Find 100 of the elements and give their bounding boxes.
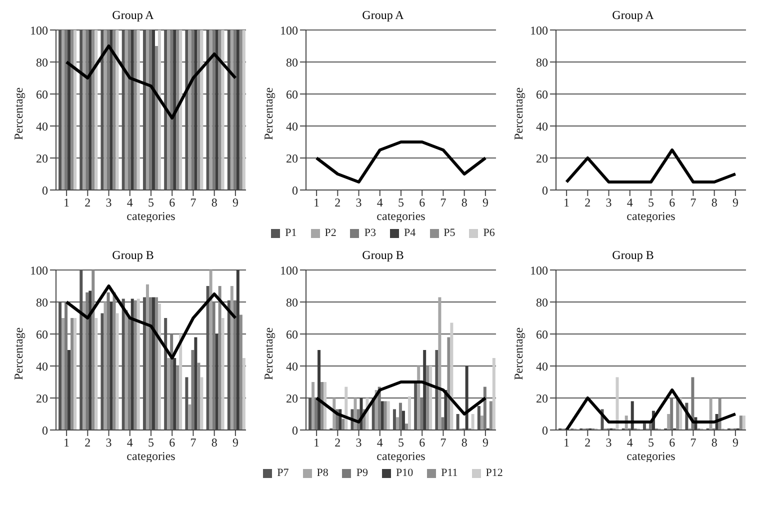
bar bbox=[221, 318, 224, 430]
bar bbox=[74, 318, 77, 430]
y-tick-label: 40 bbox=[536, 119, 548, 134]
y-axis-title: Percentage bbox=[511, 87, 526, 140]
y-tick-label: 0 bbox=[292, 423, 298, 438]
line-series bbox=[315, 380, 487, 424]
bar bbox=[167, 358, 170, 430]
y-tick-label: 20 bbox=[36, 391, 48, 406]
y-tick-label: 80 bbox=[36, 55, 48, 70]
bar bbox=[404, 424, 408, 430]
x-tick-label: 5 bbox=[148, 196, 154, 210]
x-tick-label: 1 bbox=[314, 196, 320, 210]
y-tick-label: 20 bbox=[286, 391, 298, 406]
bar bbox=[417, 366, 420, 430]
bar bbox=[124, 310, 128, 430]
x-tick-label: 9 bbox=[732, 436, 738, 450]
y-axis-title: Percentage bbox=[261, 327, 276, 380]
x-tick-label: 4 bbox=[626, 436, 633, 450]
x-tick-label: 1 bbox=[564, 436, 570, 450]
chart-title: Group A bbox=[611, 8, 655, 24]
x-tick-label: 4 bbox=[126, 196, 133, 210]
bar bbox=[176, 366, 180, 430]
x-tick-label: 8 bbox=[461, 196, 468, 210]
y-tick-label: 20 bbox=[286, 151, 298, 166]
x-tick-label: 6 bbox=[169, 436, 176, 450]
line-series bbox=[565, 148, 737, 184]
y-tick-label: 80 bbox=[536, 55, 548, 70]
y-tick-label: 60 bbox=[286, 327, 298, 342]
x-tick-label: 4 bbox=[376, 196, 383, 210]
bar bbox=[146, 284, 149, 430]
x-tick-label: 3 bbox=[356, 196, 362, 210]
x-tick-label: 8 bbox=[461, 436, 468, 450]
x-tick-label: 2 bbox=[84, 436, 91, 450]
bar bbox=[489, 401, 492, 430]
y-tick-label: 100 bbox=[280, 23, 298, 38]
y-tick-label: 80 bbox=[286, 55, 298, 70]
x-tick-label: 7 bbox=[690, 436, 696, 450]
bar bbox=[158, 304, 161, 430]
y-tick-label: 60 bbox=[536, 87, 548, 102]
x-tick-label: 4 bbox=[626, 196, 633, 210]
bar bbox=[62, 318, 65, 430]
y-tick-label: 100 bbox=[280, 263, 298, 278]
y-tick-label: 80 bbox=[286, 295, 298, 310]
bar bbox=[344, 386, 348, 430]
x-tick-label: 2 bbox=[334, 196, 341, 210]
x-tick-label: 8 bbox=[211, 196, 218, 210]
y-tick-label: 40 bbox=[536, 359, 548, 374]
x-tick-label: 6 bbox=[169, 196, 176, 210]
y-tick-label: 40 bbox=[286, 119, 298, 134]
bar bbox=[447, 337, 450, 430]
y-tick-label: 40 bbox=[36, 359, 48, 374]
y-axis-title: Percentage bbox=[511, 327, 526, 380]
bar bbox=[739, 416, 742, 430]
legend-label: P10 bbox=[396, 467, 414, 479]
bar bbox=[742, 416, 746, 430]
x-tick-label: 9 bbox=[732, 196, 738, 210]
x-tick-label: 4 bbox=[376, 436, 383, 450]
bar bbox=[314, 398, 318, 430]
x-tick-label: 1 bbox=[564, 196, 570, 210]
bar bbox=[179, 334, 182, 430]
line-series bbox=[65, 284, 237, 360]
y-tick-label: 60 bbox=[36, 327, 48, 342]
chart-title: Group B bbox=[611, 248, 655, 264]
legend-label: P7 bbox=[277, 467, 289, 479]
y-tick-label: 0 bbox=[292, 183, 298, 198]
legend-label: P6 bbox=[483, 227, 495, 239]
bar bbox=[104, 302, 107, 430]
bar bbox=[148, 297, 152, 430]
bar bbox=[670, 398, 674, 430]
bar bbox=[483, 386, 486, 430]
x-tick-label: 7 bbox=[440, 196, 446, 210]
bar bbox=[312, 382, 315, 430]
x-tick-label: 3 bbox=[606, 436, 612, 450]
bar bbox=[392, 409, 396, 430]
y-axis-title: Percentage bbox=[261, 87, 276, 140]
bar bbox=[386, 401, 390, 430]
bar bbox=[92, 270, 95, 430]
x-tick-label: 9 bbox=[482, 196, 488, 210]
x-tick-label: 1 bbox=[64, 196, 70, 210]
bar bbox=[70, 318, 74, 430]
x-tick-label: 6 bbox=[669, 436, 676, 450]
x-tick-label: 6 bbox=[419, 436, 426, 450]
y-tick-label: 40 bbox=[286, 359, 298, 374]
bar bbox=[154, 297, 158, 430]
bar bbox=[112, 292, 116, 430]
y-tick-label: 20 bbox=[536, 391, 548, 406]
bar bbox=[218, 286, 222, 430]
x-tick-label: 9 bbox=[482, 436, 488, 450]
legend-label: P8 bbox=[316, 467, 328, 479]
bar bbox=[667, 414, 670, 430]
line-series bbox=[65, 44, 237, 120]
bar bbox=[212, 302, 216, 430]
bar bbox=[426, 366, 430, 430]
bar bbox=[492, 358, 496, 430]
bar bbox=[398, 402, 402, 430]
legend-label: P9 bbox=[356, 467, 368, 479]
y-tick-label: 60 bbox=[536, 327, 548, 342]
bar bbox=[239, 314, 242, 430]
line-series bbox=[315, 140, 487, 184]
line-series bbox=[565, 388, 737, 430]
